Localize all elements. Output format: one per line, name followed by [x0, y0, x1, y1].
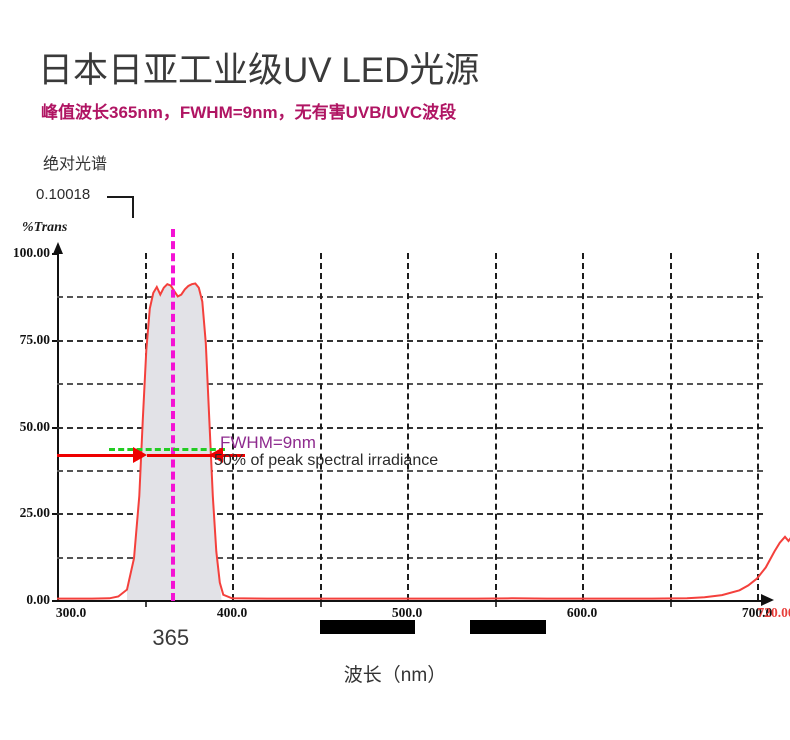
gridline-horizontal [57, 426, 763, 429]
peak-wavelength-marker [170, 229, 175, 601]
x-tick-label: 500.0 [391, 605, 423, 620]
y-tick-label: 25.00 [19, 505, 50, 521]
page-title: 日本日亚工业级UV LED光源 [38, 51, 480, 90]
gridline-horizontal [57, 469, 763, 472]
gridline-horizontal [57, 339, 763, 342]
redaction-bar [470, 620, 546, 634]
gridline-vertical [582, 253, 584, 600]
x-axis-title: 波长（nm） [343, 665, 447, 686]
gridline-vertical [232, 253, 234, 600]
spectrum-curve [57, 282, 790, 600]
x-axis-arrow-icon [761, 594, 774, 606]
y-tick-label: 50.00 [19, 418, 50, 434]
x-axis [57, 600, 763, 602]
x-tick-label: 600.0 [566, 605, 598, 620]
fwhm-description-label: 50% of peak spectral irradiance [214, 452, 439, 469]
scale-bracket [107, 196, 134, 218]
fwhm-half-max-segment [109, 448, 226, 452]
gridline-horizontal [57, 383, 763, 386]
y-axis-unit-label: %Trans [22, 220, 68, 235]
gridline-vertical [757, 253, 759, 600]
x-tick-mark-minor [494, 602, 497, 607]
gridline-vertical [494, 253, 497, 600]
x-tick-label: 700.0 [741, 605, 773, 620]
gridline-vertical [407, 253, 409, 600]
fwhm-arrow-left-icon [209, 447, 224, 464]
x-tick-mark-minor [144, 602, 147, 607]
chart-caption: 绝对光谱 [43, 156, 108, 173]
y-tick-mark [52, 600, 57, 602]
redaction-bar [320, 620, 415, 634]
peak-wavelength-label: 365 [152, 625, 190, 650]
x-tick-mark-minor [669, 602, 672, 607]
x-tick-label: 720.00 [757, 605, 790, 620]
y-tick-label: 0.00 [26, 592, 50, 607]
y-tick-label: 75.00 [19, 331, 50, 347]
gridline-vertical [319, 253, 322, 600]
gridline-vertical [669, 253, 672, 600]
y-tick-label: 100.00 [12, 245, 50, 260]
fwhm-line-left [57, 454, 134, 458]
x-tick-label: 300.0 [55, 605, 87, 620]
gridline-horizontal [57, 556, 763, 559]
y-tick-mark [52, 426, 57, 429]
page-subtitle: 峰值波长365nm，FWHM=9nm，无有害UVB/UVC波段 [41, 103, 457, 122]
plot-area: 0.00 25.00 50.00 75.00 100.00 365 FWHM=9nm 5… [13, 229, 790, 740]
x-tick-mark-minor [319, 602, 322, 607]
y-axis-arrow-icon [52, 242, 63, 254]
fwhm-arrow-right-icon [133, 447, 148, 464]
y-tick-mark [52, 513, 57, 516]
scale-value-label: 0.10018 [36, 186, 91, 203]
spectrum-curve-line [57, 282, 790, 600]
x-tick-label: 400.0 [216, 605, 248, 620]
fwhm-line-right [147, 454, 246, 458]
gridline-horizontal [57, 513, 763, 516]
fwhm-value-label: FWHM=9nm [220, 433, 316, 452]
spectrum-chart: 绝对光谱 0.10018 %Trans 0.00 25.00 50.00 75.00 1… [0, 140, 790, 728]
y-tick-mark [52, 339, 57, 342]
gridline-horizontal [57, 296, 763, 299]
y-tick-mark [52, 253, 57, 255]
